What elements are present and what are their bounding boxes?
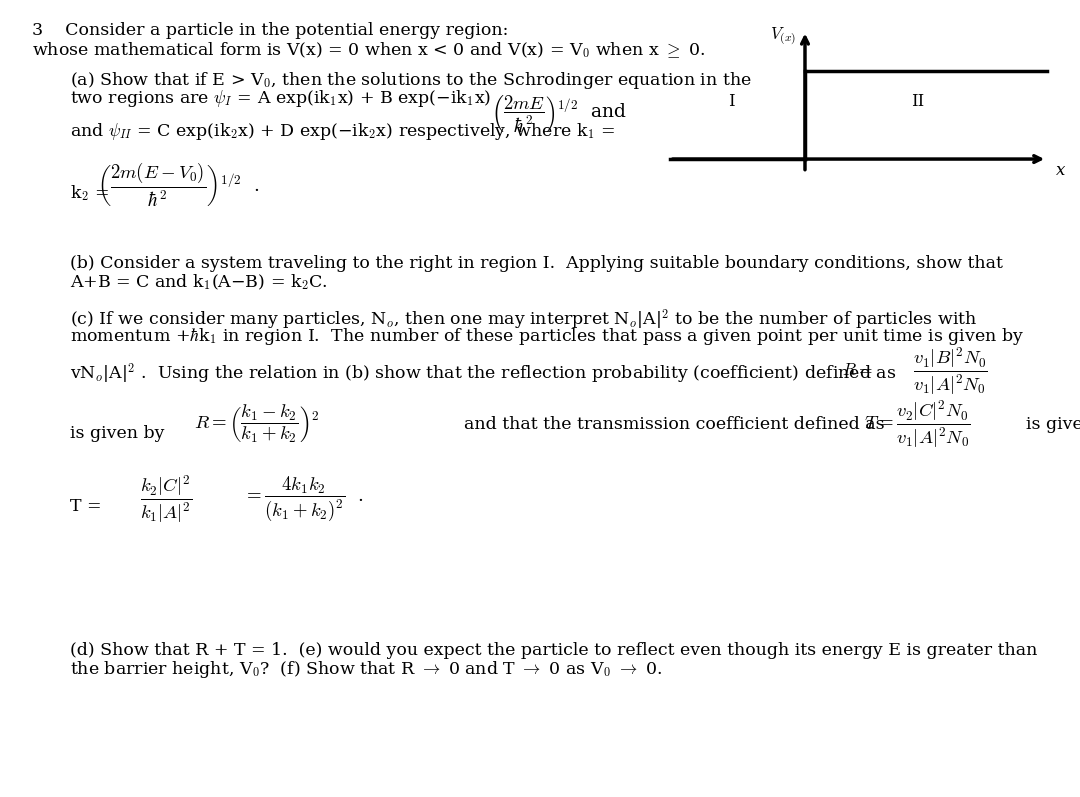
Text: $\left(\dfrac{2m(E - V_0)}{\hbar^2}\right)^{1/2}$  .: $\left(\dfrac{2m(E - V_0)}{\hbar^2}\righ…	[97, 160, 259, 210]
Text: 3    Consider a particle in the potential energy region:: 3 Consider a particle in the potential e…	[32, 22, 509, 39]
Text: the barrier height, V$_0$?  (f) Show that R $\rightarrow$ 0 and T $\rightarrow$ : the barrier height, V$_0$? (f) Show that…	[70, 659, 662, 680]
Text: and $\psi_{II}$ = C exp(ik$_2$x) + D exp(−ik$_2$x) respectively, where k$_1$ =: and $\psi_{II}$ = C exp(ik$_2$x) + D exp…	[70, 121, 616, 142]
Text: (b) Consider a system traveling to the right in region I.  Applying suitable bou: (b) Consider a system traveling to the r…	[70, 255, 1003, 272]
Text: k$_2$ =: k$_2$ =	[70, 183, 109, 203]
Text: momentum +$\hbar$k$_1$ in region I.  The number of these particles that pass a g: momentum +$\hbar$k$_1$ in region I. The …	[70, 326, 1024, 347]
Text: (a) Show that if E > V$_0$, then the solutions to the Schrodinger equation in th: (a) Show that if E > V$_0$, then the sol…	[70, 70, 752, 91]
Text: $V_{(x)}$: $V_{(x)}$	[770, 26, 797, 47]
Text: $\left(\dfrac{2mE}{\hbar^2}\right)^{1/2}$  and: $\left(\dfrac{2mE}{\hbar^2}\right)^{1/2}…	[491, 92, 627, 134]
Text: T =: T =	[70, 498, 102, 515]
Text: (c) If we consider many particles, N$_o$, then one may interpret N$_o$|A|$^2$ to: (c) If we consider many particles, N$_o$…	[70, 308, 977, 332]
Text: x: x	[1055, 163, 1065, 179]
Text: $\dfrac{v_1|B|^2 N_0}{v_1|A|^2 N_0}$: $\dfrac{v_1|B|^2 N_0}{v_1|A|^2 N_0}$	[913, 344, 987, 397]
Text: is given by: is given by	[1026, 415, 1080, 433]
Text: $\dfrac{k_2|C|^2}{k_1|A|^2}$: $\dfrac{k_2|C|^2}{k_1|A|^2}$	[140, 473, 193, 525]
Text: $R =$: $R =$	[842, 362, 873, 379]
Text: $= \dfrac{4k_1 k_2}{(k_1 + k_2)^2}$  .: $= \dfrac{4k_1 k_2}{(k_1 + k_2)^2}$ .	[243, 475, 364, 523]
Text: A+B = C and k$_1$(A−B) = k$_2$C.: A+B = C and k$_1$(A−B) = k$_2$C.	[70, 273, 328, 292]
Text: vN$_o$|A|$^2$ .  Using the relation in (b) show that the reflection probability : vN$_o$|A|$^2$ . Using the relation in (b…	[70, 362, 896, 386]
Text: II: II	[912, 93, 924, 110]
Text: is given by: is given by	[70, 425, 164, 442]
Text: whose mathematical form is V(x) = 0 when x < 0 and V(x) = V$_0$ when x $\geq$ 0.: whose mathematical form is V(x) = 0 when…	[32, 40, 706, 60]
Text: $R = \left(\dfrac{k_1-k_2}{k_1 + k_2}\right)^2$: $R = \left(\dfrac{k_1-k_2}{k_1 + k_2}\ri…	[194, 403, 320, 445]
Text: (d) Show that R + T = 1.  (e) would you expect the particle to reflect even thou: (d) Show that R + T = 1. (e) would you e…	[70, 642, 1038, 658]
Text: two regions are $\psi_I$ = A exp(ik$_1$x) + B exp(−ik$_1$x): two regions are $\psi_I$ = A exp(ik$_1$x…	[70, 88, 491, 109]
Text: $T = \dfrac{v_2|C|^2 N_0}{v_1|A|^2 N_0}$: $T = \dfrac{v_2|C|^2 N_0}{v_1|A|^2 N_0}$	[864, 398, 971, 450]
Text: and that the transmission coefficient defined as: and that the transmission coefficient de…	[464, 415, 885, 433]
Text: I: I	[729, 93, 735, 110]
